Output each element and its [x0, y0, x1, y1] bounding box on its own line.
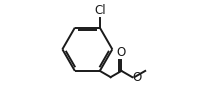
Text: O: O	[117, 46, 126, 59]
Text: O: O	[133, 71, 142, 84]
Text: Cl: Cl	[94, 4, 106, 17]
